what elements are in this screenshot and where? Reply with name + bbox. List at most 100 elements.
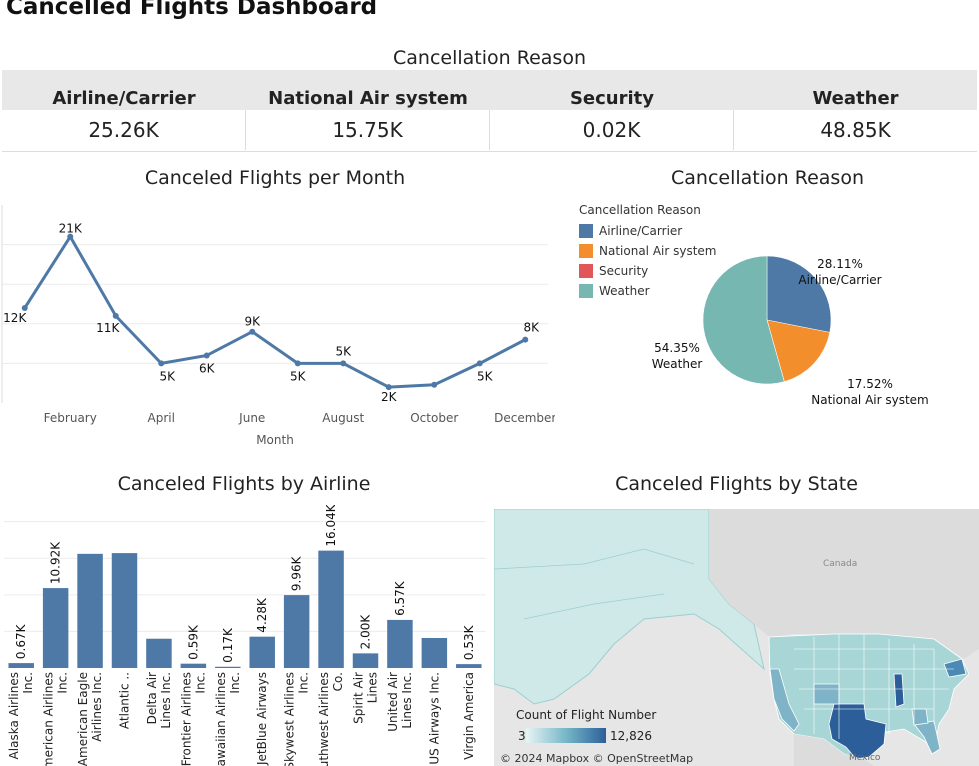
bar-category-label: American Airlines <box>42 672 56 766</box>
map-legend-max: 12,826 <box>610 729 652 743</box>
alaska-inner-line <box>494 548 695 570</box>
line-data-label: 12K <box>3 311 27 325</box>
bar[interactable] <box>318 550 344 668</box>
line-data-label: 9K <box>244 315 261 329</box>
kpi-header-security: Security <box>569 88 655 109</box>
pie-category-label: Airline/Carrier <box>798 273 881 287</box>
kpi-value-national: 15.75K <box>246 110 490 150</box>
bar-data-label: 9.96K <box>290 555 304 591</box>
map-attribution[interactable]: © 2024 Mapbox © OpenStreetMap <box>500 752 694 765</box>
california-region <box>769 668 800 732</box>
pie-category-label: Weather <box>652 357 703 371</box>
bar-category-label: Co. <box>331 672 345 691</box>
pie-legend: Cancellation Reason Airline/Carrier Nati… <box>579 203 717 301</box>
line-point[interactable] <box>294 360 301 367</box>
pie-chart: 28.11% Airline/Carrier 17.52% National Air … <box>652 255 929 407</box>
bar[interactable] <box>456 664 482 668</box>
map-legend-title: Count of Flight Number <box>516 708 657 722</box>
bar-category-label: Inc. <box>56 672 70 694</box>
line-data-label: 5K <box>159 369 176 383</box>
line-point[interactable] <box>158 360 165 367</box>
line-point[interactable] <box>431 381 438 388</box>
line-x-tick: April <box>148 411 175 425</box>
legend-label-security: Security <box>599 264 649 278</box>
line-data-label: 11K <box>96 321 120 335</box>
legend-label-weather: Weather <box>599 284 650 298</box>
legend-label-airline: Airline/Carrier <box>599 224 683 238</box>
line-chart-title: Canceled Flights per Month <box>144 167 406 189</box>
bar-category-label: Lines Inc. <box>159 672 173 729</box>
bar[interactable] <box>283 595 310 668</box>
bar-category-label: Hawaiian Airlines <box>214 672 228 766</box>
bar-data-label: 16.04K <box>324 505 338 547</box>
line-point[interactable] <box>340 360 347 367</box>
bar[interactable] <box>77 553 103 668</box>
bar-category-label: Skywest Airlines <box>283 672 297 766</box>
bar[interactable] <box>387 619 413 668</box>
pie-pct-label: 54.35% <box>654 341 700 355</box>
line-data-label: 2K <box>381 390 398 404</box>
bar-category-label: Inc. <box>193 672 207 694</box>
bar[interactable] <box>42 588 69 668</box>
map-canvas <box>494 509 979 766</box>
bar-category-label: Inc. <box>21 672 35 694</box>
line-data-label: 6K <box>199 361 216 375</box>
bar-data-label: 10.92K <box>49 541 63 584</box>
bar-data-label: 0.67K <box>14 623 28 659</box>
state-map[interactable]: Canada Mexico Count of Flight Number 3 1… <box>494 509 979 766</box>
bar[interactable] <box>111 553 138 668</box>
bar[interactable] <box>146 638 172 668</box>
new-york-region <box>943 658 967 678</box>
dashboard-title: Cancelled Flights Dashboard <box>6 0 378 20</box>
legend-swatch-airline <box>579 224 593 238</box>
line-point[interactable] <box>21 304 28 311</box>
line-point[interactable] <box>249 328 256 335</box>
bar[interactable] <box>421 637 448 668</box>
bar[interactable] <box>180 663 207 668</box>
pie-legend-title: Cancellation Reason <box>579 203 701 217</box>
bar-category-label: American Eagle <box>76 672 90 766</box>
pie-slice-airline[interactable] <box>766 255 832 333</box>
bar[interactable] <box>8 663 34 668</box>
line-point[interactable] <box>385 384 392 391</box>
bar-data-label: 0.59K <box>186 624 200 660</box>
kpi-value-airline: 25.26K <box>2 110 246 150</box>
pie-slice-weather[interactable] <box>702 255 785 385</box>
kpi-header-national: National Air system <box>268 88 468 109</box>
pie-category-label: National Air system <box>811 393 929 407</box>
line-point[interactable] <box>476 360 483 367</box>
map-label-canada: Canada <box>823 559 858 569</box>
line-point[interactable] <box>112 312 119 319</box>
legend-swatch-national <box>579 244 593 258</box>
line-x-axis-label: Month <box>256 433 294 447</box>
line-x-tick: October <box>410 411 458 425</box>
alaska-inner-line-2 <box>523 593 665 620</box>
line-point[interactable] <box>67 233 74 240</box>
bar[interactable] <box>249 636 275 668</box>
bar-category-label: Lines Inc. <box>400 672 414 729</box>
bar[interactable] <box>215 666 241 668</box>
bar-data-label: 0.53K <box>462 624 476 660</box>
bar-chart-title: Canceled Flights by Airline <box>117 473 371 495</box>
bar-category-label: United Air <box>386 672 400 732</box>
bar-category-label: Inc. <box>297 672 311 694</box>
line-data-label: 21K <box>59 222 83 236</box>
line-point[interactable] <box>203 352 210 359</box>
bar-category-label: Virgin America <box>462 672 476 760</box>
kpi-value-security: 0.02K <box>490 110 734 150</box>
line-point[interactable] <box>522 336 529 343</box>
legend-label-national: National Air system <box>599 244 717 258</box>
kpi-header-row <box>2 70 977 110</box>
bar-category-label: JetBlue Airways <box>255 672 269 766</box>
bar-category-label: US Airways Inc. <box>427 672 441 765</box>
kpi-divider <box>2 151 977 152</box>
pie-slice-national[interactable] <box>766 319 831 382</box>
illinois-region <box>893 673 905 708</box>
bar-data-label: 4.28K <box>255 597 269 633</box>
pie-chart-title: Cancellation Reason <box>671 167 864 189</box>
georgia-region <box>911 708 929 726</box>
legend-item-national: National Air system <box>579 241 717 261</box>
bar[interactable] <box>352 653 379 668</box>
bar-category-label: Spirit Air <box>352 672 366 724</box>
